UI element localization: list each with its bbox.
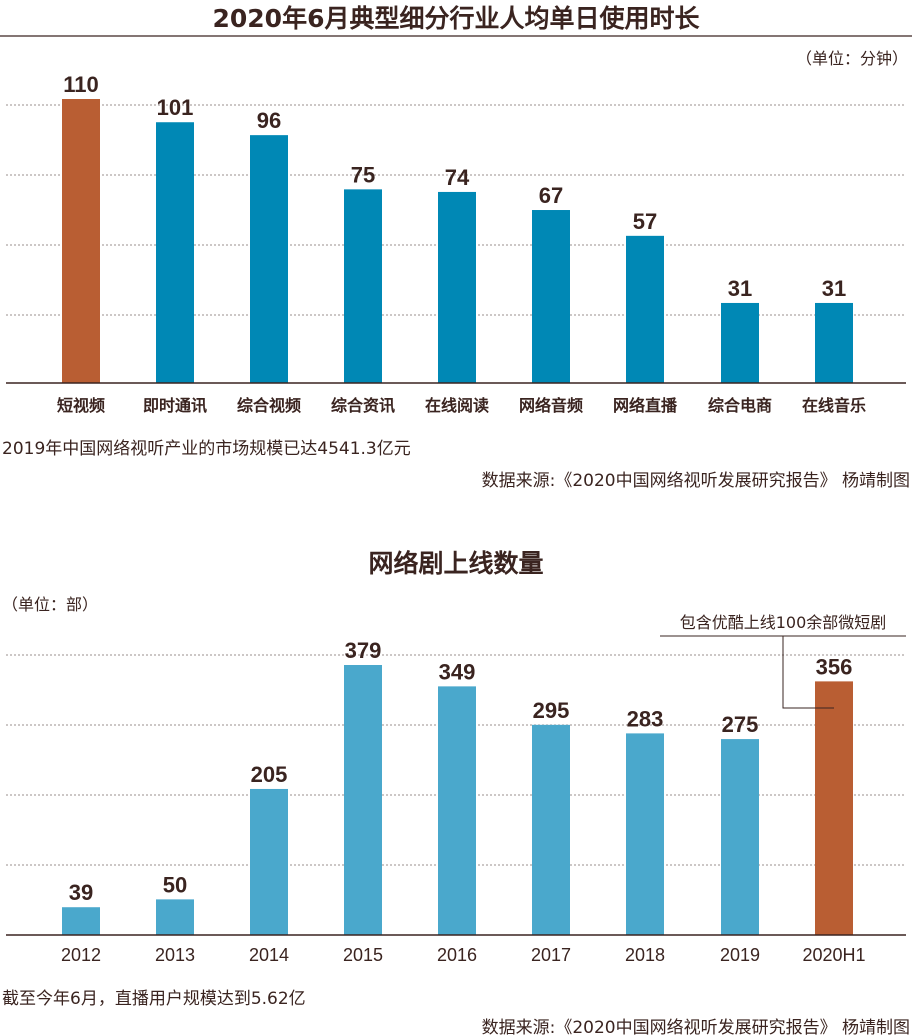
bar-综合视频: [250, 135, 288, 383]
chart1-unit: （单位：分钟）: [796, 49, 908, 68]
bar-2016: [438, 686, 476, 935]
value-label: 57: [633, 209, 657, 234]
chart2-unit: （单位：部）: [2, 595, 98, 614]
category-label: 2020H1: [802, 945, 865, 965]
value-label: 50: [163, 872, 187, 897]
chart2-title: 网络剧上线数量: [368, 549, 543, 578]
category-label: 2018: [625, 945, 665, 965]
value-label: 356: [816, 654, 853, 679]
bar-综合资讯: [344, 189, 382, 383]
bar-2018: [626, 733, 664, 935]
category-label: 即时通讯: [143, 396, 207, 415]
bar-2015: [344, 665, 382, 935]
category-label: 综合视频: [237, 396, 301, 415]
value-label: 379: [345, 638, 382, 663]
value-label: 205: [251, 762, 288, 787]
category-label: 2016: [437, 945, 477, 965]
value-label: 39: [69, 880, 93, 905]
bottom-note: 截至今年6月，直播用户规模达到5.62亿: [2, 989, 306, 1009]
value-label: 67: [539, 183, 563, 208]
value-label: 74: [445, 165, 470, 190]
category-label: 在线音乐: [802, 396, 866, 415]
category-label: 网络音频: [519, 396, 583, 415]
value-label: 96: [257, 108, 281, 133]
chart1-plot: 110 短视频 101 即时通讯 96 综合视频 75 综合资讯 74 在线阅读 67 网络音频 57 网…: [6, 72, 906, 415]
bar-在线音乐: [815, 302, 853, 383]
category-label: 网络直播: [613, 396, 678, 415]
value-label: 31: [822, 276, 846, 301]
chart2-annotation: 包含优酷上线100余部微短剧: [680, 613, 887, 632]
value-label: 110: [63, 72, 99, 97]
bar-在线阅读: [438, 191, 476, 383]
category-label: 2013: [155, 945, 195, 965]
value-label: 283: [627, 706, 664, 731]
value-label: 101: [157, 95, 194, 120]
category-label: 2017: [531, 945, 571, 965]
chart1-title: 2020年6月典型细分行业人均单日使用时长: [213, 4, 701, 33]
value-label: 275: [722, 712, 759, 737]
category-label: 2019: [720, 945, 760, 965]
value-label: 31: [728, 276, 752, 301]
bar-2020H1: [815, 681, 853, 935]
bar-2012: [62, 907, 100, 935]
bar-2013: [156, 899, 194, 935]
bar-短视频: [62, 99, 100, 383]
category-label: 综合资讯: [331, 396, 395, 415]
category-label: 2015: [343, 945, 383, 965]
category-label: 短视频: [57, 396, 105, 415]
bar-2014: [250, 788, 288, 935]
bar-2017: [532, 724, 570, 935]
bar-网络音频: [532, 210, 570, 383]
category-label: 2012: [61, 945, 101, 965]
category-label: 在线阅读: [425, 396, 489, 415]
bar-即时通讯: [156, 122, 194, 384]
bar-2019: [721, 739, 759, 935]
category-label: 2014: [249, 945, 289, 965]
value-label: 349: [439, 659, 476, 684]
value-label: 75: [351, 162, 375, 187]
category-label: 综合电商: [708, 396, 772, 415]
top-note: 2019年中国网络视听产业的市场规模已达4541.3亿元: [2, 439, 411, 459]
chart2-plot: 39 2012 50 2013 205 2014 379 2015 349 2016 295 2017…: [6, 638, 906, 965]
annotation-leader: [782, 636, 834, 709]
value-label: 295: [533, 698, 570, 723]
bottom-source: 数据来源:《2020中国网络视听发展研究报告》 杨靖制图: [482, 1018, 910, 1036]
bar-综合电商: [721, 302, 759, 383]
top-source: 数据来源:《2020中国网络视听发展研究报告》 杨靖制图: [482, 471, 910, 491]
bar-网络直播: [626, 235, 664, 383]
